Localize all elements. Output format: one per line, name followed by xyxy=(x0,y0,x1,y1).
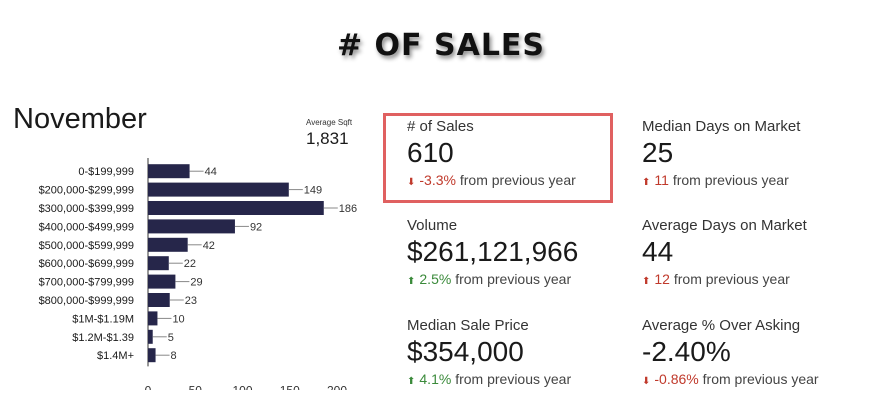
up-arrow-icon: ⬆ xyxy=(407,376,416,387)
stat-value: $354,000 xyxy=(407,336,524,367)
stat-change-suffix: from previous year xyxy=(451,271,572,287)
category-label: $600,000-$699,999 xyxy=(39,258,134,270)
data-label: 22 xyxy=(184,258,196,270)
category-label: $1M-$1.19M xyxy=(72,313,134,325)
stat-value: 44 xyxy=(642,236,674,267)
data-label: 5 xyxy=(168,332,174,344)
up-arrow-icon: ⬆ xyxy=(642,276,651,287)
stat-change-value: -3.3% xyxy=(419,172,456,188)
stat-label: # of Sales xyxy=(407,118,474,135)
category-label: $700,000-$799,999 xyxy=(39,277,134,289)
stat-change-value: 12 xyxy=(654,271,670,287)
bar xyxy=(148,348,156,363)
stat-value: $261,121,966 xyxy=(407,236,579,267)
stat-change-suffix: from previous year xyxy=(451,371,572,387)
down-arrow-icon: ⬇ xyxy=(642,376,651,387)
stat-change: ⬆ 4.1% from previous year xyxy=(407,371,571,387)
stat-change-suffix: from previous year xyxy=(669,271,790,287)
stat-change: ⬇ -0.86% from previous year xyxy=(642,371,819,387)
stat-change-suffix: from previous year xyxy=(455,172,576,188)
category-label: $500,000-$599,999 xyxy=(39,240,134,252)
bar xyxy=(148,164,190,179)
data-label: 149 xyxy=(304,185,322,197)
x-tick-label: 200 xyxy=(327,383,347,390)
bar xyxy=(148,329,153,344)
bar xyxy=(148,182,289,197)
month-label: November xyxy=(13,103,147,135)
page-title: # OF SALES xyxy=(336,28,546,63)
category-label: $800,000-$999,999 xyxy=(39,295,134,307)
average-sqft-value: 1,831 xyxy=(306,129,349,148)
category-label: $300,000-$399,999 xyxy=(39,203,134,215)
stat-value: 25 xyxy=(642,137,674,168)
stat-label: Median Sale Price xyxy=(407,317,529,334)
stat-label: Median Days on Market xyxy=(642,118,801,135)
category-label: 0-$199,999 xyxy=(78,166,134,178)
bar xyxy=(148,311,158,326)
x-tick-label: 150 xyxy=(280,383,300,390)
stat-change-value: 4.1% xyxy=(419,371,452,387)
stat-median-days-on-market: Median Days on Market 25 ⬆ 11 from previo… xyxy=(642,118,800,188)
stat-change-suffix: from previous year xyxy=(668,172,789,188)
bar xyxy=(148,293,170,307)
data-label: 8 xyxy=(171,350,177,362)
stat-average-over-asking: Average % Over Asking -2.40% ⬇ -0.86% fro… xyxy=(642,317,819,387)
stat-change-suffix: from previous year xyxy=(698,371,819,387)
stat-change-value: 2.5% xyxy=(419,271,452,287)
stat-label: Volume xyxy=(407,217,458,234)
bar xyxy=(148,237,188,252)
x-tick-label: 50 xyxy=(189,383,203,390)
data-label: 44 xyxy=(205,166,217,178)
bar xyxy=(148,201,324,215)
category-label: $400,000-$499,999 xyxy=(39,221,134,233)
bar xyxy=(148,219,235,234)
stat-label: Average Days on Market xyxy=(642,217,807,234)
data-label: 42 xyxy=(203,240,215,252)
stat-change-value: 11 xyxy=(654,172,669,188)
up-arrow-icon: ⬆ xyxy=(642,177,651,188)
category-label: $1.4M+ xyxy=(97,350,134,362)
data-label: 186 xyxy=(339,203,357,215)
stat-change-value: -0.86% xyxy=(654,371,699,387)
average-sqft-label: Average Sqft xyxy=(306,118,353,127)
data-label: 23 xyxy=(185,295,197,307)
stat-change: ⬆ 12 from previous year xyxy=(642,271,807,287)
stat-change: ⬆ 2.5% from previous year xyxy=(407,271,578,287)
x-tick-label: 0 xyxy=(145,383,152,390)
stat-median-sale-price: Median Sale Price $354,000 ⬆ 4.1% from pr… xyxy=(407,317,571,387)
stat-label: Average % Over Asking xyxy=(642,317,801,334)
price-range-bar-chart: 0-$199,999 44 $200,000-$299,999 149 $300,000… xyxy=(39,158,357,390)
stat-value: -2.40% xyxy=(642,336,731,367)
stat-num-sales: # of Sales 610 ⬇ -3.3% from previous year xyxy=(407,118,576,188)
down-arrow-icon: ⬇ xyxy=(407,177,416,188)
category-label: $200,000-$299,999 xyxy=(39,185,134,197)
data-label: 29 xyxy=(190,277,202,289)
stat-value: 610 xyxy=(407,137,454,168)
category-label: $1.2M-$1.39 xyxy=(72,332,134,344)
num-sales-highlight-box xyxy=(383,113,613,203)
bar xyxy=(148,256,169,271)
up-arrow-icon: ⬆ xyxy=(407,276,416,287)
data-label: 10 xyxy=(172,313,184,325)
bar xyxy=(148,274,176,289)
stat-volume: Volume $261,121,966 ⬆ 2.5% from previous … xyxy=(407,217,578,287)
x-tick-label: 100 xyxy=(232,383,252,390)
stat-change: ⬆ 11 from previous year xyxy=(642,172,800,188)
data-label: 92 xyxy=(250,221,262,233)
stat-change: ⬇ -3.3% from previous year xyxy=(407,172,576,188)
stat-average-days-on-market: Average Days on Market 44 ⬆ 12 from previ… xyxy=(642,217,807,287)
